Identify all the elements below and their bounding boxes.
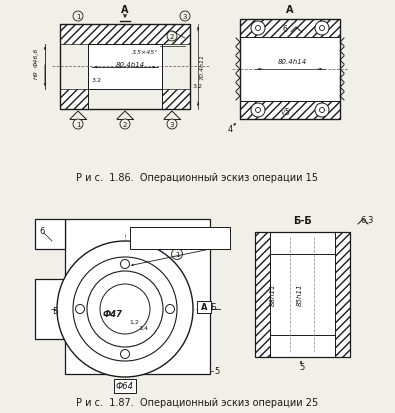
Bar <box>255 233 350 357</box>
Text: 6,3: 6,3 <box>360 216 373 225</box>
Text: 4: 4 <box>228 125 233 134</box>
Text: Ф46,6: Ф46,6 <box>34 47 38 66</box>
Bar <box>197 301 211 313</box>
Bar <box>88 45 162 90</box>
Bar <box>335 233 350 357</box>
Text: 3.2: 3.2 <box>92 78 102 83</box>
Bar <box>255 233 270 357</box>
Text: Ф64: Ф64 <box>116 382 134 391</box>
Text: 3,4: 3,4 <box>139 325 149 330</box>
Text: √5: √5 <box>281 107 291 116</box>
Circle shape <box>100 284 150 334</box>
Circle shape <box>180 12 190 22</box>
Circle shape <box>120 260 130 269</box>
Bar <box>162 90 190 110</box>
Text: 3.2: 3.2 <box>193 84 203 89</box>
Text: Р и с.  1.86.  Операционный эскиз операции 15: Р и с. 1.86. Операционный эскиз операции… <box>76 173 318 183</box>
Text: 88h11: 88h11 <box>270 283 276 306</box>
Text: 3: 3 <box>183 14 187 20</box>
Bar <box>240 20 340 120</box>
Text: 5: 5 <box>299 363 305 372</box>
Circle shape <box>73 120 83 130</box>
Text: Б: Б <box>52 307 58 316</box>
Text: 70.4h11: 70.4h11 <box>199 54 205 80</box>
Text: Ф47: Ф47 <box>103 310 123 319</box>
Text: 80.4h14: 80.4h14 <box>115 62 145 68</box>
Text: H9: H9 <box>34 71 38 79</box>
Text: 6: 6 <box>40 227 45 236</box>
Circle shape <box>167 32 177 42</box>
Circle shape <box>73 257 177 361</box>
Circle shape <box>120 350 130 358</box>
Bar <box>35 219 210 374</box>
Circle shape <box>251 104 265 118</box>
Text: 1: 1 <box>76 122 80 128</box>
Circle shape <box>75 305 85 314</box>
Circle shape <box>171 249 182 260</box>
Bar <box>240 102 340 120</box>
Bar <box>240 38 340 102</box>
Circle shape <box>87 271 163 347</box>
Text: 4 отв.М6-8Н: 4 отв.М6-8Н <box>158 230 202 236</box>
Bar <box>270 233 335 357</box>
Text: 1,2: 1,2 <box>129 319 139 324</box>
Bar <box>35 219 65 249</box>
Text: 6: 6 <box>282 26 288 34</box>
Text: 1: 1 <box>175 252 179 257</box>
Circle shape <box>256 108 260 113</box>
Text: 80.4h14: 80.4h14 <box>277 59 307 65</box>
Text: 5: 5 <box>214 367 219 375</box>
Circle shape <box>166 305 175 314</box>
Text: ⊕ Ф0,12 М  А: ⊕ Ф0,12 М А <box>132 242 179 247</box>
Text: A: A <box>121 5 129 15</box>
Bar <box>60 25 190 45</box>
Text: Р и с.  1.87.  Операционный эскиз операции 25: Р и с. 1.87. Операционный эскиз операции… <box>76 397 318 407</box>
Text: Б-Б: Б-Б <box>293 216 311 225</box>
Circle shape <box>57 242 193 377</box>
Text: 1: 1 <box>76 14 80 20</box>
Text: 85h11: 85h11 <box>297 283 303 306</box>
Bar <box>60 90 88 110</box>
Circle shape <box>256 26 260 31</box>
Text: A: A <box>201 303 207 312</box>
Text: 2: 2 <box>123 122 127 128</box>
Text: 2: 2 <box>170 34 174 40</box>
Bar <box>240 20 340 38</box>
Circle shape <box>120 120 130 130</box>
Circle shape <box>320 108 325 113</box>
Bar <box>60 25 190 110</box>
Circle shape <box>315 104 329 118</box>
Circle shape <box>167 120 177 130</box>
Text: Б: Б <box>210 303 216 312</box>
Bar <box>130 228 230 249</box>
Circle shape <box>73 12 83 22</box>
Circle shape <box>320 26 325 31</box>
Circle shape <box>315 22 329 36</box>
Text: А: А <box>286 5 294 15</box>
Text: 3: 3 <box>170 122 174 128</box>
Circle shape <box>251 22 265 36</box>
Bar <box>65 219 210 374</box>
Bar <box>130 240 230 249</box>
Text: 3.5×45°: 3.5×45° <box>132 50 158 55</box>
Bar <box>35 279 65 339</box>
